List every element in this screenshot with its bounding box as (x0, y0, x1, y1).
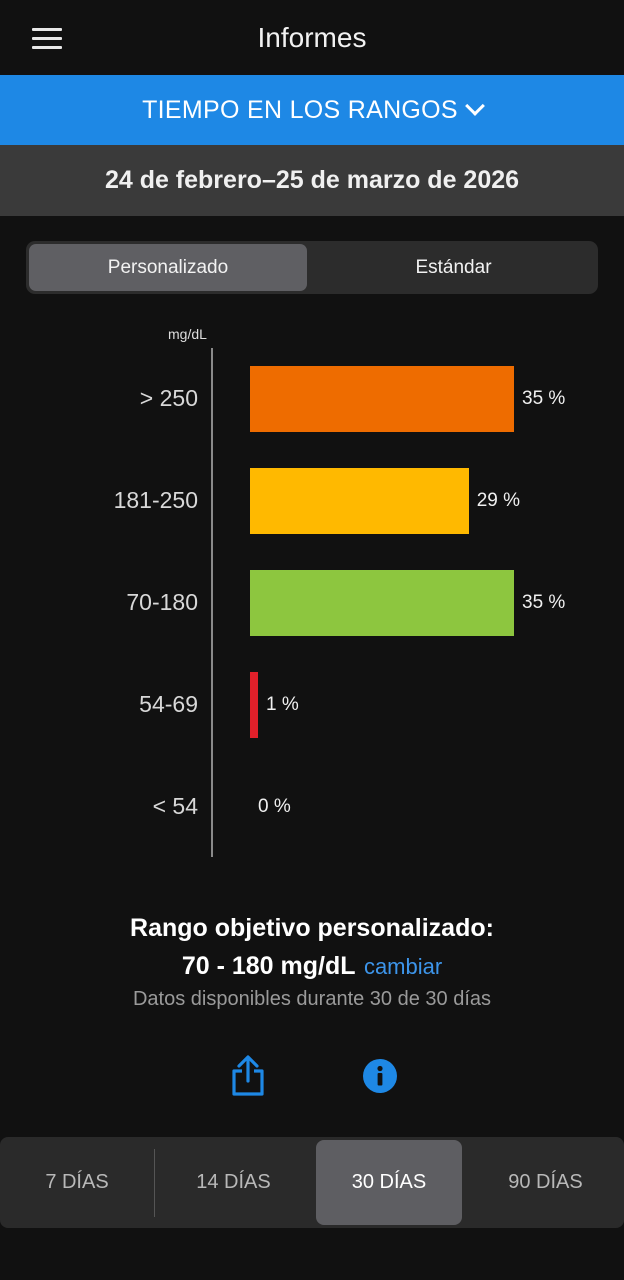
app-bar: Informes (0, 0, 624, 75)
target-range-row: 70 - 180 mg/dL cambiar (0, 952, 624, 981)
period-7-days[interactable]: 7 DÍAS (45, 1171, 109, 1193)
target-range-title: Rango objetivo personalizado: (130, 914, 494, 942)
data-availability-text: Datos disponibles durante 30 de 30 días (132, 988, 492, 1010)
target-range-value: 70 - 180 mg/dL (181, 952, 356, 980)
range-label: 70-180 (126, 589, 198, 615)
range-mode-toggle: Personalizado Estándar (26, 241, 598, 294)
range-label: 181-250 (113, 487, 198, 513)
tab-personalizado[interactable]: Personalizado (29, 244, 307, 291)
change-target-link[interactable]: cambiar (363, 954, 443, 979)
hamburger-menu-icon[interactable] (32, 28, 62, 50)
period-30-days[interactable]: 30 DÍAS (316, 1140, 462, 1225)
chart-unit-label: mg/dL (168, 326, 207, 342)
date-range-bar: 24 de febrero–25 de marzo de 2026 (0, 145, 624, 216)
page-title: Informes (257, 22, 367, 53)
report-type-label: TIEMPO EN LOS RANGOS (142, 95, 458, 124)
range-bar (250, 468, 469, 534)
bar-value-label: 0 % (258, 796, 291, 817)
bar-value-label: 35 % (522, 592, 566, 613)
range-bar (250, 672, 258, 738)
bar-value-label: 29 % (476, 490, 521, 511)
range-label: 54-69 (139, 691, 198, 717)
info-icon[interactable] (363, 1059, 397, 1093)
chart-axis-line (211, 348, 213, 857)
period-14-days[interactable]: 14 DÍAS (196, 1171, 271, 1193)
report-type-selector[interactable]: TIEMPO EN LOS RANGOS (0, 75, 624, 145)
chevron-down-icon (464, 96, 485, 116)
period-selector: 7 DÍAS 14 DÍAS 30 DÍAS 90 DÍAS (0, 1137, 624, 1228)
period-divider (154, 1149, 155, 1217)
range-bar (250, 570, 514, 636)
bar-value-label: 1 % (266, 694, 299, 715)
period-90-days[interactable]: 90 DÍAS (508, 1171, 583, 1193)
bar-value-label: 35 % (522, 388, 566, 409)
date-range-label: 24 de febrero–25 de marzo de 2026 (104, 166, 520, 194)
share-icon[interactable] (230, 1055, 266, 1097)
range-bar (250, 366, 514, 432)
range-label: > 250 (139, 385, 198, 411)
tab-estandar[interactable]: Estándar (415, 256, 492, 278)
range-label: < 54 (152, 793, 198, 819)
